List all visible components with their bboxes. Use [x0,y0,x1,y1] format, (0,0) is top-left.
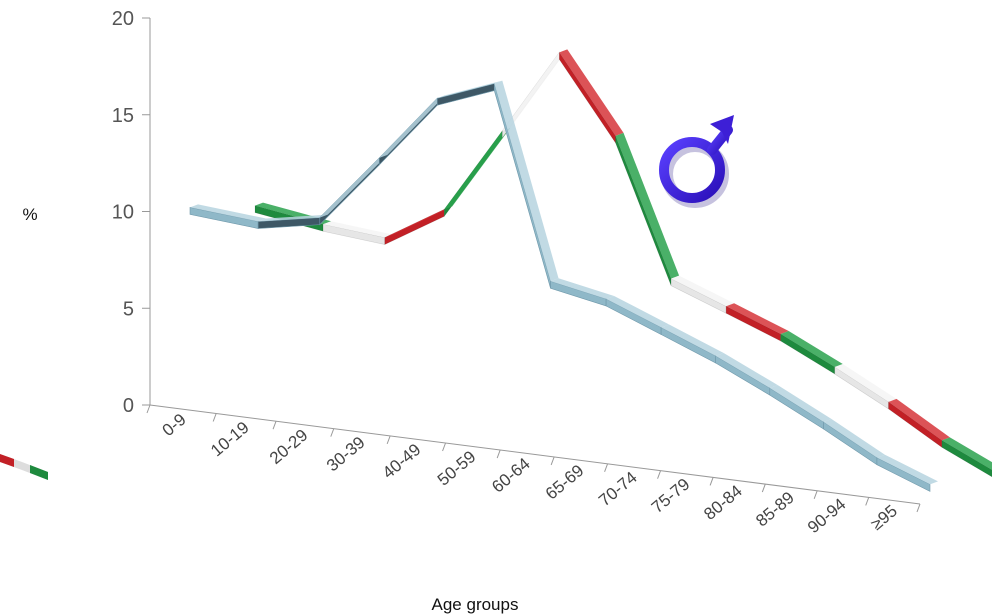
ribbon-segment [769,387,824,430]
ribbon-top-face [941,437,992,470]
ribbon-top-face [258,214,328,222]
clipped-ribbon-fragment [0,454,48,480]
y-axis-title: % [22,205,37,224]
x-tick [386,435,391,445]
x-tick-label: ≥95 [867,501,901,534]
x-tick [496,449,501,459]
y-tick-label: 20 [112,8,134,30]
x-axis [149,404,921,505]
ribbon-top-face [437,80,503,99]
y-tick-label: 15 [112,105,134,127]
x-tick [272,421,277,430]
ribbon-top-face [671,275,735,307]
male-symbol [659,115,734,208]
ribbon-top-face [444,127,511,210]
ribbon-top-face [494,80,559,282]
x-tick [604,463,609,473]
x-tick-label: 50-59 [434,447,480,490]
ribbon-top-face [379,95,446,158]
ribbon-top-face [319,154,388,218]
x-tick [657,470,662,479]
x-tick [709,477,714,486]
male-symbol-ring-main [659,137,725,203]
ribbon-top-face [834,364,897,402]
ribbon-segment [436,83,495,106]
ribbon-segment [384,208,445,246]
ribbon-top-face [780,330,843,368]
y-tick-label: 10 [112,202,134,224]
ribbon-segment [494,83,551,289]
ribbon-segment [888,401,943,448]
x-tick-label: 90-94 [804,495,850,538]
ribbon-top-face [606,295,670,328]
x-tick-label: 10-19 [207,418,253,461]
ribbon-top-face [190,204,267,222]
male-symbol-arrow-head [710,115,734,144]
ribbon-top-face [876,454,938,485]
x-tick [813,490,818,499]
x-tick [146,404,151,414]
x-tick-label: 20-29 [266,425,312,468]
x-tick-label: 0-9 [159,410,190,440]
x-ticks: 0-9 10-19 20-29 30-39 40-49 50-59 60-64 65-69 70… [146,404,921,538]
x-tick-label: 30-39 [323,433,369,476]
x-tick-label: 85-89 [752,488,798,531]
ribbon-top-face [823,418,885,458]
x-tick [865,497,870,506]
x-tick [442,442,447,452]
ribbon-top-face [715,352,778,389]
ribbon-top-face [615,132,680,279]
ribbon-top-face [550,278,615,299]
ribbon-segment [823,421,878,466]
ribbon-top-face [769,385,832,422]
x-tick-label: 40-49 [379,440,425,483]
x-tick-label: 70-74 [595,468,641,511]
ribbon-top-face [559,49,624,136]
x-tick-label: 65-69 [542,461,588,504]
series-ribbon-1 [254,49,992,478]
ribbon-top-face [502,49,568,131]
ribbons [189,49,992,492]
x-tick-label: 60-64 [488,454,534,497]
ribbon-top-face [661,324,724,356]
x-tick-label: 80-84 [700,481,746,524]
y-ticks: 0 5 10 15 20 [112,8,150,417]
x-axis-title: Age groups [432,595,519,614]
x-tick [761,483,766,493]
ribbon-top-face [726,303,789,334]
ribbon-segment [780,333,836,375]
ribbon-top-face [384,206,453,238]
x-tick [212,413,217,422]
series-ribbon-0 [189,80,938,492]
ribbon-segment [834,366,889,410]
x-tick [330,428,335,437]
ribbon-segment [559,51,616,144]
x-tick [916,503,921,513]
x-tick [550,456,555,466]
y-tick-label: 0 [123,395,134,417]
ribbon-top-face [888,398,950,441]
x-tick-label: 75-79 [648,475,694,518]
ribbon-top-face [323,221,393,238]
y-tick-label: 5 [123,298,134,320]
